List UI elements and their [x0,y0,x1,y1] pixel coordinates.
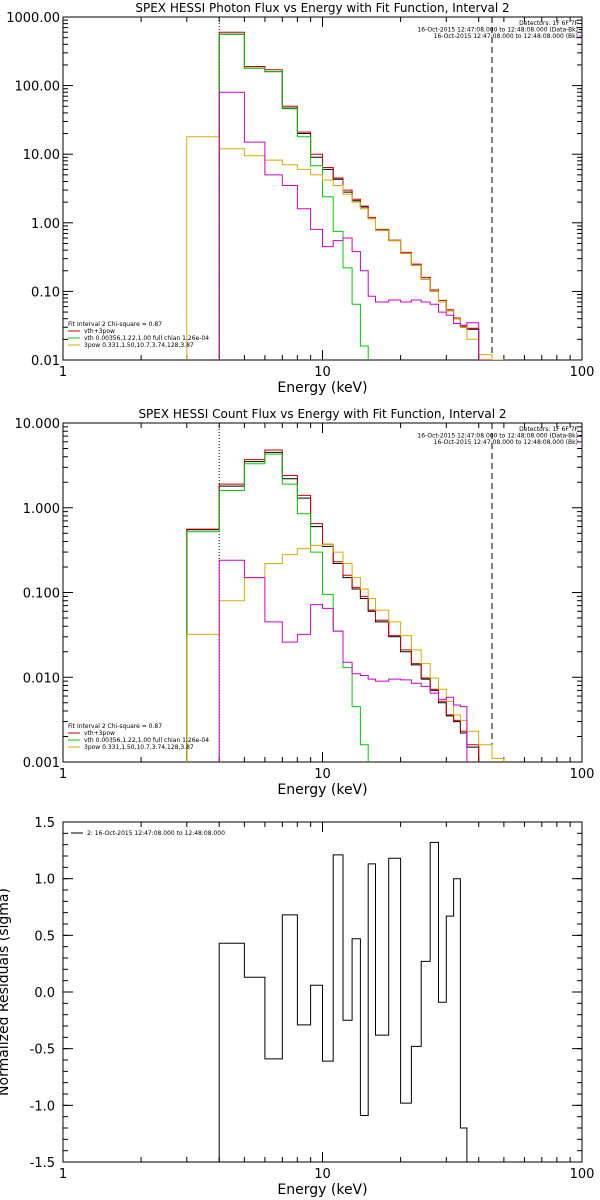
panel-3: 1 10 100 Energy (keV) -1.5 -1.0 -0.5 0.0 0.5 1.0 1… [0,816,594,1198]
x-tick-label: 10 [314,767,331,782]
y-tick-label: 10.00 [23,148,60,163]
legend-entry: vth+3pow [84,328,115,335]
chart-title: SPEX HESSI Photon Flux vs Energy with Fi… [135,1,509,15]
y-tick-label: 1.000 [23,502,60,517]
panel-1: SPEX HESSI Photon Flux vs Energy with Fi… [6,1,594,396]
legend-entry: 2: 16-Oct-2015 12:47:08.000 to 12:48:08.… [87,830,225,837]
plot-area [218,841,468,1162]
y-tick-label: 0.5 [34,929,55,944]
y-tick-label: 10.000 [15,417,61,432]
y-tick-label: -1.5 [30,1156,55,1171]
info-line: Detectors: 1F 6F 7F [519,20,578,27]
legend-entry: vth+3pow [84,730,115,737]
y-tick-label: -1.0 [30,1099,55,1114]
series-line-vth [186,453,369,762]
y-tick-label: 0.10 [31,285,60,300]
y-tick-label: 0.0 [34,986,55,1001]
info-line: 16-Oct-2015 12:47:08.000 to 12:48:08.000… [434,33,578,40]
plot-area [186,423,505,762]
y-tick-label: 1000.00 [6,11,60,26]
x-tick-label: 10 [314,1167,331,1182]
y-tick-label: 0.010 [23,671,60,686]
x-tick-label: 100 [570,365,595,380]
y-tick-label: 1.5 [34,816,55,831]
y-tick-label: 0.100 [23,587,60,602]
y-tick-label: 0.001 [23,756,60,771]
series-line-3pow [186,543,505,762]
x-tick-label: 1 [59,767,67,782]
legend-entry: 3pow 0.331,1.50,10.7,3.74,128,3.87 [84,744,194,751]
x-tick-label: 1 [59,1167,67,1182]
y-tick-label: 0.01 [31,354,60,369]
series-line-bk [218,91,480,360]
y-tick-label: 100.00 [15,80,61,95]
info-line: Detectors: 1F 6F 7F [519,426,578,433]
y-tick-label: -0.5 [30,1043,55,1058]
x-axis-label: Energy (keV) [277,380,367,396]
x-tick-label: 100 [570,767,595,782]
x-axis-label: Energy (keV) [277,782,367,798]
info-line: 16-Oct-2015 12:47:08.000 to 12:48:08.000… [434,439,578,446]
plot-area [186,17,505,360]
info-line: 16-Oct-2015 12:47:08.000 to 12:48:08.000… [417,433,578,440]
x-tick-label: 100 [570,1167,595,1182]
y-tick-label: 1.00 [31,217,60,232]
series-line-2-16-oct-2015-12-47-08-000-to-12-48-08-000 [218,841,468,1162]
x-axis-label: Energy (keV) [277,1182,367,1198]
y-tick-label: 1.0 [34,873,55,888]
panel-2: SPEX HESSI Count Flux vs Energy with Fit… [15,407,595,798]
series-line-vth [218,33,369,360]
info-line: 16-Oct-2015 12:47:08.000 to 12:48:08.000… [417,27,578,34]
series-line-3pow [186,136,505,360]
chart-title: SPEX HESSI Count Flux vs Energy with Fit… [138,407,506,421]
series-line-bk [218,559,468,762]
legend-header: Fit Interval 2 Chi-square = 0.87 [68,723,162,730]
y-axis-label: Normalized Residuals (sigma) [0,888,12,1096]
x-tick-label: 10 [314,365,331,380]
legend-entry: vth 0.00356,1.22,1.00 full chian 1.26e-0… [84,737,209,744]
x-tick-label: 1 [59,365,67,380]
legend-header: Fit Interval 2 Chi-square = 0.87 [68,321,162,328]
legend-entry: 3pow 0.331,1.50,10.7,3.74,128,3.87 [84,342,194,349]
legend-entry: vth 0.00356,1.22,1.00 full chian 1.26e-0… [84,335,209,342]
